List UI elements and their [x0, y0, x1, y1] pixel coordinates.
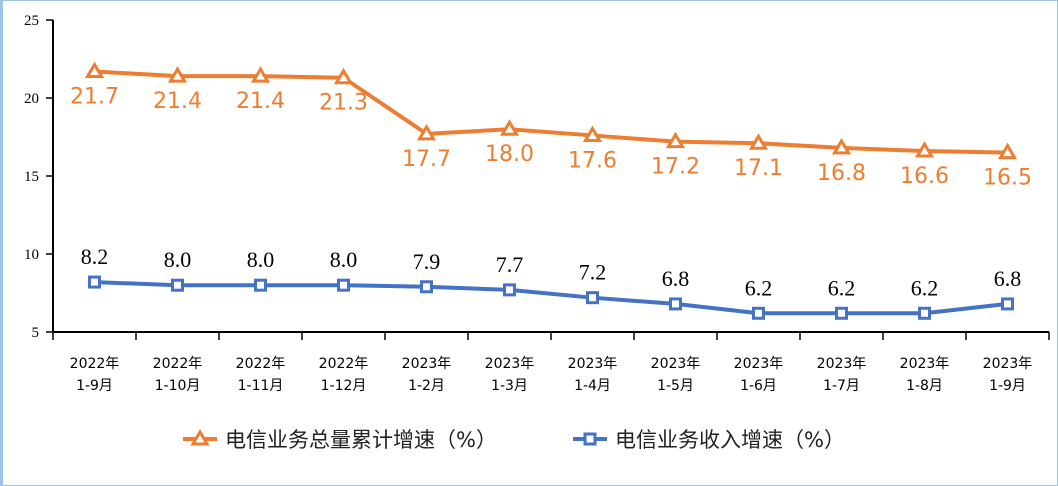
- data-label: 21.4: [153, 89, 202, 114]
- data-label: 17.7: [402, 147, 451, 172]
- x-tick-label: 1-7月: [823, 378, 860, 394]
- data-label: 18.0: [485, 142, 534, 167]
- x-tick-label: 2023年: [734, 356, 784, 372]
- data-point: [582, 125, 603, 142]
- y-tick-label: 25: [24, 13, 39, 29]
- data-point: [997, 142, 1018, 160]
- data-label: 21.3: [319, 91, 368, 116]
- x-tick-label: 2023年: [651, 356, 701, 372]
- data-label: 6.2: [828, 275, 856, 300]
- x-tick-label: 2023年: [402, 356, 452, 372]
- data-point: [752, 306, 765, 320]
- x-tick-label: 1-11月: [238, 378, 284, 394]
- data-point: [586, 291, 599, 305]
- y-tick-label: 10: [24, 247, 39, 263]
- x-tick-label: 1-3月: [491, 378, 528, 394]
- data-label: 17.1: [734, 156, 783, 181]
- data-label: 6.2: [911, 275, 939, 300]
- data-label: 6.8: [994, 266, 1022, 291]
- y-tick-label: 5: [32, 325, 40, 341]
- data-label: 6.2: [745, 275, 773, 300]
- data-point: [337, 278, 350, 292]
- data-point: [420, 280, 433, 294]
- data-point: [914, 141, 935, 158]
- x-tick-label: 1-2月: [408, 378, 445, 394]
- x-tick-label: 1-9月: [989, 378, 1026, 394]
- data-label: 8.0: [330, 247, 358, 272]
- data-point: [918, 306, 931, 320]
- x-tick-label: 1-5月: [657, 378, 694, 394]
- data-label: 8.2: [81, 244, 109, 269]
- data-point: [499, 119, 520, 136]
- x-tick-label: 2023年: [817, 356, 867, 372]
- x-tick-label: 1-12月: [321, 378, 367, 394]
- data-label: 16.5: [983, 166, 1032, 191]
- data-point: [171, 278, 184, 292]
- x-tick-label: 1-10月: [155, 378, 201, 394]
- y-tick-label: 15: [24, 169, 39, 185]
- series-line-1: [94, 280, 1008, 316]
- data-label: 17.6: [568, 148, 617, 173]
- line-chart: 5 10 15 20 25 2022年 1-9月 2022年 1-10月 2022年 1-11月 20…: [24, 13, 1050, 452]
- data-label: 8.0: [247, 247, 275, 272]
- legend-marker: [190, 429, 210, 446]
- x-tick-label: 2023年: [485, 356, 535, 372]
- x-tick-label: 1-4月: [574, 378, 611, 394]
- x-tick-label: 2022年: [319, 356, 369, 372]
- data-point: [831, 137, 852, 155]
- data-point: [503, 283, 516, 297]
- data-label: 7.2: [579, 260, 607, 285]
- x-tick-label: 1-8月: [906, 378, 943, 394]
- data-point: [167, 66, 188, 83]
- data-label: 7.9: [413, 249, 441, 274]
- data-label: 8.0: [164, 247, 192, 272]
- series-line-0: [94, 69, 1008, 155]
- x-tick-label: 2023年: [900, 356, 950, 372]
- data-point: [748, 133, 769, 150]
- legend-label: 电信业务总量累计增速（%）: [225, 428, 497, 452]
- data-point: [254, 278, 267, 292]
- legend-marker: [583, 432, 597, 446]
- data-point: [835, 306, 848, 320]
- data-label: 17.2: [651, 155, 700, 180]
- data-point: [88, 275, 101, 289]
- x-tick-label: 2022年: [70, 356, 120, 372]
- x-tick-label: 2023年: [568, 356, 618, 372]
- data-point: [665, 131, 686, 149]
- data-label: 16.6: [900, 164, 949, 189]
- data-point: [669, 297, 682, 311]
- x-tick-label: 2022年: [236, 356, 286, 372]
- data-point: [1001, 297, 1014, 311]
- data-label: 21.4: [236, 89, 285, 114]
- data-point: [333, 67, 354, 85]
- x-tick-label: 1-6月: [740, 378, 777, 394]
- data-label: 7.7: [496, 252, 524, 277]
- data-point: [84, 61, 105, 78]
- legend-label: 电信业务收入增速（%）: [615, 428, 845, 452]
- y-tick-label: 20: [24, 91, 39, 107]
- x-tick-label: 1-9月: [76, 378, 113, 394]
- x-tick-label: 2022年: [153, 356, 203, 372]
- data-label: 6.8: [662, 266, 690, 291]
- x-tick-label: 2023年: [983, 356, 1033, 372]
- data-point: [416, 123, 437, 141]
- data-point: [250, 66, 271, 83]
- data-label: 21.7: [70, 84, 119, 109]
- data-label: 16.8: [817, 161, 866, 186]
